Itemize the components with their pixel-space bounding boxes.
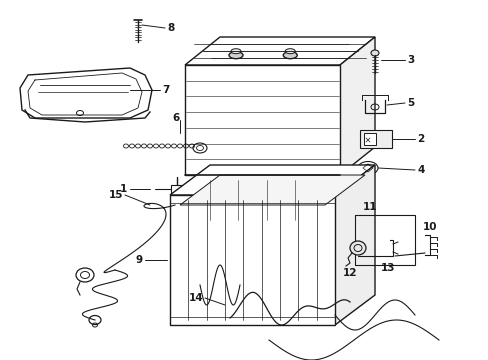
Ellipse shape bbox=[230, 49, 241, 54]
Text: 3: 3 bbox=[406, 55, 413, 65]
Bar bbox=[184, 65, 339, 175]
Text: 6: 6 bbox=[172, 113, 179, 123]
Bar bbox=[170, 195, 334, 325]
Text: 9: 9 bbox=[136, 255, 142, 265]
Polygon shape bbox=[339, 37, 374, 175]
Text: 13: 13 bbox=[380, 263, 394, 273]
Text: 2: 2 bbox=[416, 134, 424, 144]
Text: 14: 14 bbox=[188, 293, 203, 303]
Ellipse shape bbox=[285, 49, 295, 54]
Bar bbox=[171, 185, 191, 193]
Bar bbox=[363, 133, 375, 145]
Polygon shape bbox=[184, 37, 374, 65]
Bar bbox=[354, 215, 414, 265]
Text: 11: 11 bbox=[362, 202, 376, 212]
Polygon shape bbox=[170, 165, 374, 195]
Polygon shape bbox=[334, 165, 374, 325]
Text: 15: 15 bbox=[108, 190, 123, 200]
Polygon shape bbox=[20, 68, 152, 118]
Text: 12: 12 bbox=[342, 268, 357, 278]
Text: 1: 1 bbox=[120, 184, 127, 194]
Text: 4: 4 bbox=[416, 165, 424, 175]
Ellipse shape bbox=[228, 52, 243, 59]
Text: 10: 10 bbox=[422, 222, 436, 232]
Text: 5: 5 bbox=[406, 98, 413, 108]
Ellipse shape bbox=[370, 50, 378, 56]
Text: 7: 7 bbox=[162, 85, 169, 95]
Bar bbox=[359, 130, 391, 148]
Ellipse shape bbox=[349, 241, 365, 255]
Ellipse shape bbox=[283, 52, 297, 59]
Polygon shape bbox=[180, 175, 364, 205]
Text: 8: 8 bbox=[167, 23, 174, 33]
